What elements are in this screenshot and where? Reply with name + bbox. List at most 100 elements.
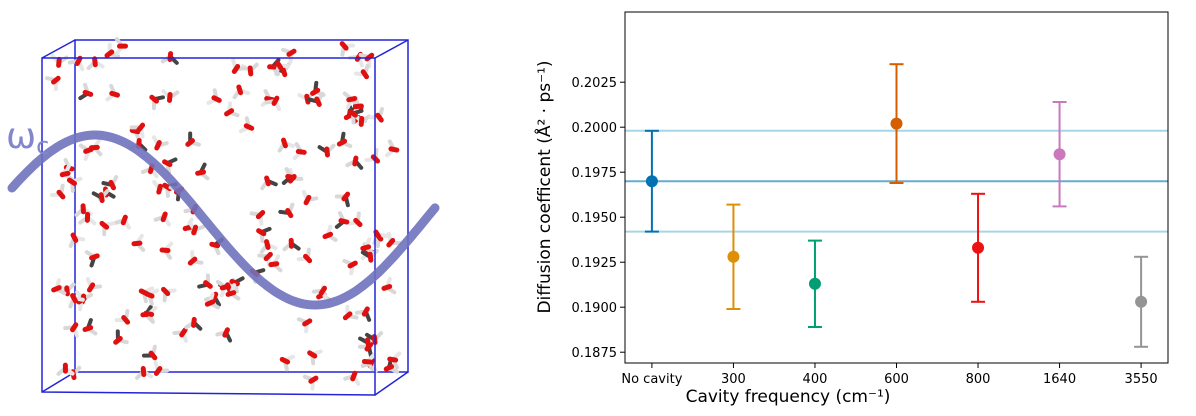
oxygen: [59, 59, 60, 65]
oxygen: [311, 378, 316, 381]
oxygen: [350, 112, 355, 115]
oxygen: [194, 227, 196, 233]
oxygen: [368, 340, 369, 346]
point: [809, 278, 821, 290]
oxygen: [239, 87, 241, 93]
y-tick-label: 0.1925: [572, 256, 618, 271]
oxygen: [321, 288, 324, 293]
oxygen: [59, 192, 63, 197]
oxygen: [234, 66, 237, 71]
oxygen: [151, 353, 155, 358]
oxygen: [327, 149, 328, 155]
y-tick-label: 0.1875: [572, 346, 618, 361]
x-tick-label: 300: [721, 372, 746, 387]
oxygen: [258, 213, 262, 217]
oxygen: [306, 197, 309, 202]
oxygen: [198, 172, 204, 173]
water-box-illustration: [42, 40, 408, 395]
oxygen: [159, 186, 161, 192]
oxygen: [317, 99, 319, 104]
oxygen: [123, 217, 125, 223]
box-edge: [375, 40, 408, 58]
oxygen: [152, 97, 157, 101]
x-tick-label: No cavity: [621, 372, 682, 387]
chart: Cavity frequency (cm⁻¹) Diffusion coeffi…: [533, 12, 1168, 407]
oxygen: [212, 244, 218, 245]
oxygen: [188, 141, 193, 145]
oxygen: [344, 194, 348, 199]
oxygen: [190, 259, 195, 263]
oxygen: [288, 176, 294, 177]
oxygen: [77, 58, 80, 63]
oxygen: [156, 369, 159, 374]
oxygen: [194, 319, 195, 325]
oxygen: [222, 286, 228, 288]
oxygen: [363, 247, 369, 249]
oxygen: [355, 158, 356, 164]
oxygen: [355, 106, 361, 107]
oxygen: [246, 126, 251, 128]
oxygen: [389, 240, 393, 245]
oxygen: [349, 99, 355, 100]
y-tick-label: 0.1900: [572, 301, 618, 316]
oxygen: [73, 235, 76, 240]
oxygen: [182, 330, 185, 335]
oxygen: [267, 242, 268, 248]
oxygen: [214, 98, 219, 101]
oxygen: [390, 359, 396, 360]
y-tick-label: 0.2000: [572, 121, 618, 136]
oxygen: [164, 289, 168, 293]
oxygen: [162, 250, 168, 251]
oxygen: [146, 294, 152, 296]
oxygen: [386, 367, 391, 370]
oxygen: [73, 325, 76, 330]
oxygen: [69, 180, 74, 183]
oxygen: [85, 92, 91, 94]
oxygen: [112, 93, 118, 95]
oxygen: [310, 353, 315, 356]
oxygen: [271, 264, 277, 265]
oxygen: [341, 221, 347, 222]
cavity-label: ωc: [6, 116, 49, 160]
oxygen: [356, 220, 360, 224]
oxygen: [274, 98, 277, 103]
point: [1135, 296, 1147, 308]
x-tick-label: 3550: [1125, 372, 1158, 387]
x-axis-label: Cavity frequency (cm⁻¹): [686, 387, 891, 407]
omega-subscript: c: [36, 132, 49, 160]
oxygen: [85, 328, 91, 330]
oxygen: [378, 115, 382, 120]
oxygen: [228, 293, 234, 295]
oxygen: [384, 286, 390, 288]
oxygen: [165, 162, 170, 165]
oxygen: [207, 302, 213, 304]
y-tick-label: 0.1975: [572, 166, 618, 181]
point: [972, 242, 984, 254]
oxygen: [376, 232, 379, 237]
oxygen: [250, 68, 251, 74]
oxygen: [95, 59, 96, 65]
oxygen: [284, 140, 286, 146]
point: [727, 251, 739, 263]
oxygen: [185, 227, 191, 229]
oxygen: [298, 151, 304, 152]
oxygen: [305, 321, 310, 324]
oxygen: [170, 94, 171, 100]
point: [1054, 148, 1066, 160]
oxygen: [289, 51, 294, 54]
oxygen: [86, 149, 92, 151]
oxygen: [364, 309, 367, 314]
x-tick-label: 600: [884, 372, 909, 387]
oxygen: [92, 256, 98, 258]
oxygen: [227, 111, 232, 114]
oxygen: [116, 338, 121, 342]
oxygen: [102, 223, 107, 227]
oxygen: [62, 173, 68, 174]
oxygen: [225, 330, 228, 335]
oxygen: [282, 359, 287, 362]
x-tick-label: 800: [966, 372, 991, 387]
oxygen: [54, 288, 60, 290]
oxygen: [134, 243, 140, 244]
oxygen: [267, 178, 269, 184]
